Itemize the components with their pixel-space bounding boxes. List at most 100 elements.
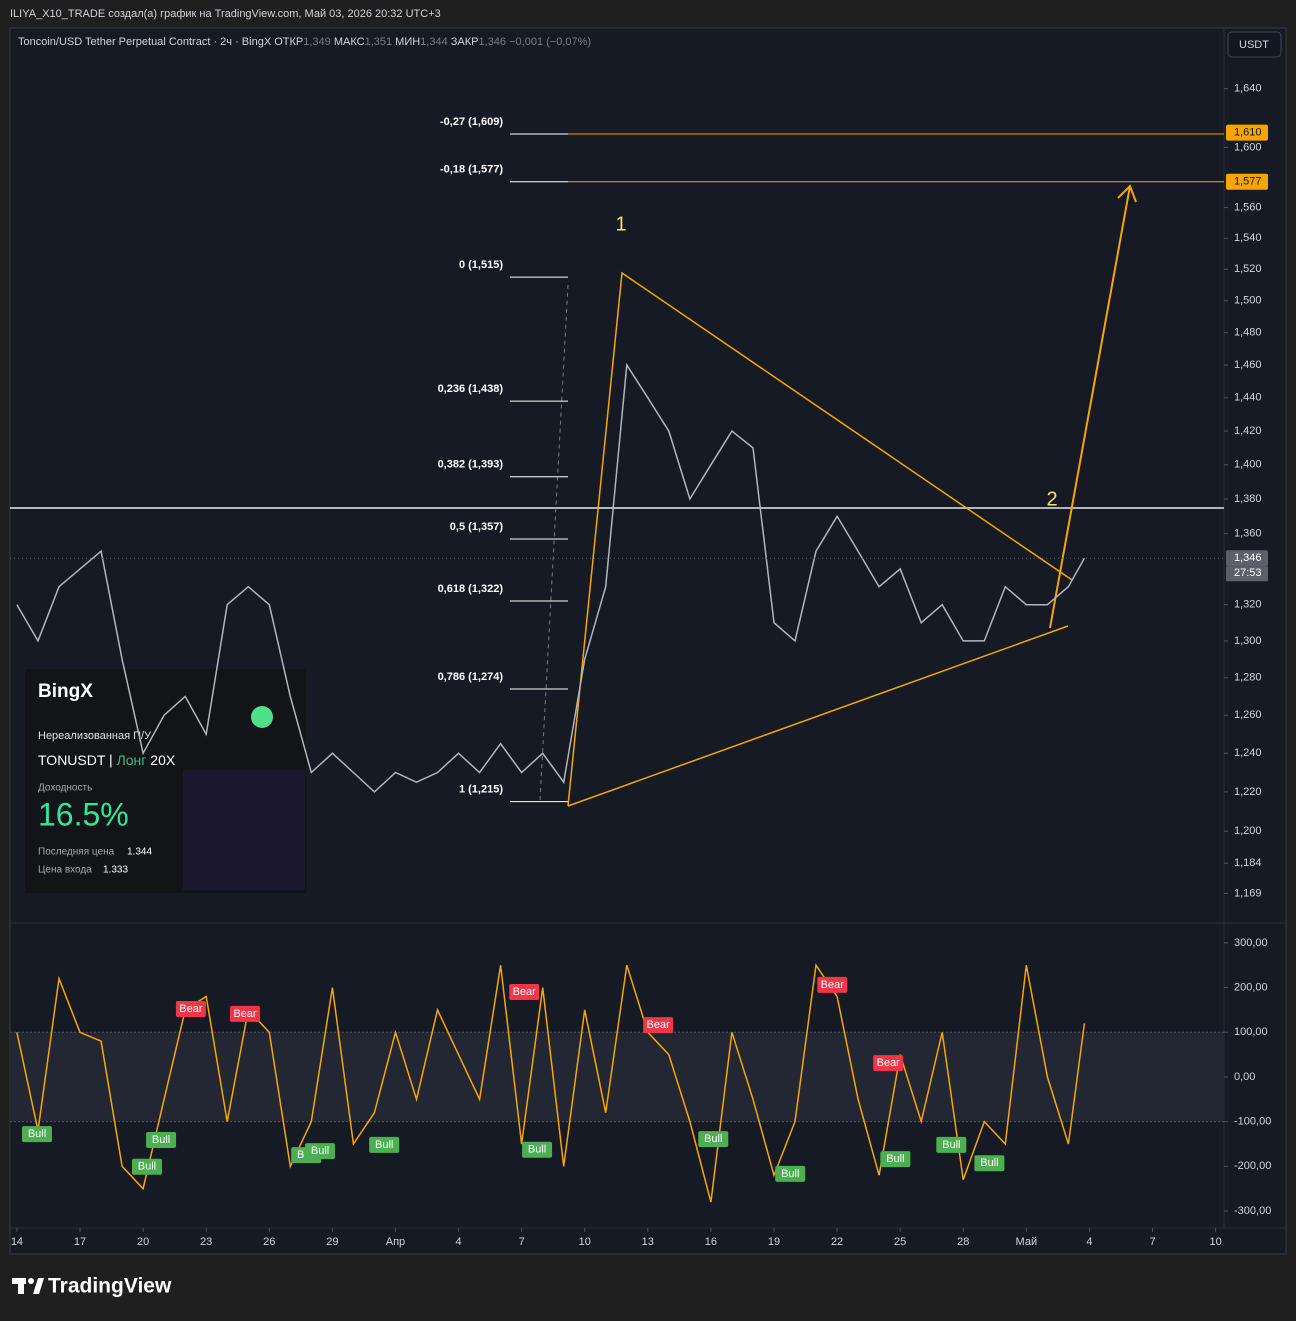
y-tick-label: 1,360 — [1234, 528, 1262, 540]
triangle-lower — [567, 625, 1069, 807]
signal-label: Bear — [233, 1008, 257, 1020]
y-tick-label: 1,520 — [1234, 263, 1262, 275]
y-tick-label: -200,00 — [1234, 1160, 1271, 1172]
fib-label: 0,236 (1,438) — [438, 383, 504, 395]
pnl-label: Нереализованная П/У — [38, 730, 152, 742]
signal-label: Bear — [513, 986, 537, 998]
signal-label: Bear — [179, 1003, 203, 1015]
x-tick-label: 14 — [11, 1236, 23, 1248]
currency-button[interactable] — [1227, 31, 1282, 58]
y-tick-label: 100,00 — [1234, 1026, 1268, 1038]
y-tick-label: -300,00 — [1234, 1205, 1271, 1217]
x-tick-label: 10 — [1209, 1236, 1221, 1248]
entry: 1.333 — [103, 865, 128, 876]
x-tick-label: 20 — [137, 1236, 149, 1248]
entry-label: Цена входа — [38, 865, 92, 876]
signal-label: Bull — [781, 1168, 799, 1180]
footer-brand: TradingView — [48, 1275, 172, 1298]
signal-badge — [21, 1126, 52, 1143]
signal-label: Bull — [152, 1134, 170, 1146]
projection-arrow — [1049, 185, 1131, 629]
price-tag-label: 1,346 — [1234, 552, 1262, 564]
symbol-title: Toncoin/USD Tether Perpetual Contract · … — [18, 36, 272, 48]
y-tick-label: 1,500 — [1234, 295, 1262, 307]
x-tick-label: 25 — [894, 1236, 906, 1248]
signal-label: Bull — [886, 1153, 904, 1165]
ohlc: 1,344 — [420, 36, 448, 48]
y-tick-label: 1,200 — [1234, 825, 1262, 837]
signal-badge — [643, 1017, 674, 1034]
ohlc: МИН — [395, 36, 420, 48]
signal-badge — [936, 1136, 967, 1153]
price-tag — [1226, 124, 1268, 141]
x-tick-label: 4 — [455, 1236, 461, 1248]
card-image — [183, 770, 305, 890]
header: ILIYA_X10_TRADE создал(а) график на Trad… — [10, 8, 441, 20]
y-tick-label: 200,00 — [1234, 981, 1268, 993]
y-tick-label: 1,540 — [1234, 232, 1262, 244]
signal-label: Bull — [28, 1128, 46, 1140]
y-tick-label: 1,184 — [1234, 857, 1262, 869]
fib-label: 1 (1,215) — [459, 784, 503, 796]
signal-badge — [522, 1141, 553, 1158]
y-tick-label: 1,380 — [1234, 493, 1262, 505]
y-tick-label: 1,260 — [1234, 709, 1262, 721]
x-tick-label: 26 — [263, 1236, 275, 1248]
signal-label: Bear — [821, 979, 845, 991]
countdown-bg — [1226, 566, 1268, 582]
y-tick-label: 1,400 — [1234, 459, 1262, 471]
price-tag-label: 1,610 — [1234, 126, 1262, 138]
fib-label: 0,786 (1,274) — [438, 671, 504, 683]
brand: BingX — [38, 681, 93, 702]
x-tick-label: 7 — [1149, 1236, 1155, 1248]
card-icon — [251, 706, 273, 728]
fib-label: -0,27 (1,609) — [440, 116, 503, 128]
x-tick-label: 17 — [74, 1236, 86, 1248]
series-line — [16, 362, 1086, 793]
symbol: TONUSDT | Лонг 20X — [38, 752, 176, 768]
signal-badge — [873, 1055, 904, 1072]
price-tag — [1226, 173, 1268, 190]
ohlc: ЗАКР — [451, 36, 479, 48]
x-tick-label: 10 — [579, 1236, 591, 1248]
y-tick-label: 1,300 — [1234, 635, 1262, 647]
signal-label: Bear — [647, 1019, 671, 1031]
y-tick-label: 1,560 — [1234, 201, 1262, 213]
y-tick-label: 1,320 — [1234, 599, 1262, 611]
y-tick-label: 1,280 — [1234, 672, 1262, 684]
x-tick-label: 22 — [831, 1236, 843, 1248]
logo: TradingView — [12, 1275, 172, 1298]
fib-label: 0 (1,515) — [459, 259, 503, 271]
last-price: 1.344 — [127, 847, 152, 858]
x-tick-label: 28 — [957, 1236, 969, 1248]
fib-label: 0,382 (1,393) — [438, 459, 504, 471]
ohlc: МАКС — [334, 36, 365, 48]
yield-label: Доходность — [38, 783, 92, 794]
logo-mark — [18, 1278, 24, 1294]
signal-label: Bear — [877, 1057, 901, 1069]
signal-badge — [775, 1165, 806, 1182]
y-tick-label: 1,640 — [1234, 83, 1262, 95]
price-tag — [1226, 550, 1268, 567]
side: Лонг — [117, 752, 147, 768]
x-tick-label: 23 — [200, 1236, 212, 1248]
y-tick-label: 0,00 — [1234, 1071, 1255, 1083]
signal-badge — [305, 1143, 336, 1160]
signal-badge — [229, 1005, 260, 1022]
signal-label: Bull — [980, 1157, 998, 1169]
currency[interactable]: USDT — [1239, 39, 1269, 51]
signal-badge — [175, 1001, 206, 1018]
signal-badge — [509, 984, 540, 1001]
ohlc: ОТКР — [274, 36, 303, 48]
y-tick-label: 1,440 — [1234, 392, 1262, 404]
triangle-upper — [567, 271, 1073, 807]
fib-label: 0,618 (1,322) — [438, 583, 504, 595]
x-tick-label: 29 — [326, 1236, 338, 1248]
fib-label: 0,5 (1,357) — [450, 521, 504, 533]
x-tick-label: 16 — [705, 1236, 717, 1248]
signal-label: Bull — [311, 1145, 329, 1157]
y-tick-label: 1,169 — [1234, 887, 1262, 899]
x-tick-label: Апр — [386, 1236, 405, 1248]
signal-badge — [974, 1155, 1005, 1172]
x-tick-label: 13 — [642, 1236, 654, 1248]
